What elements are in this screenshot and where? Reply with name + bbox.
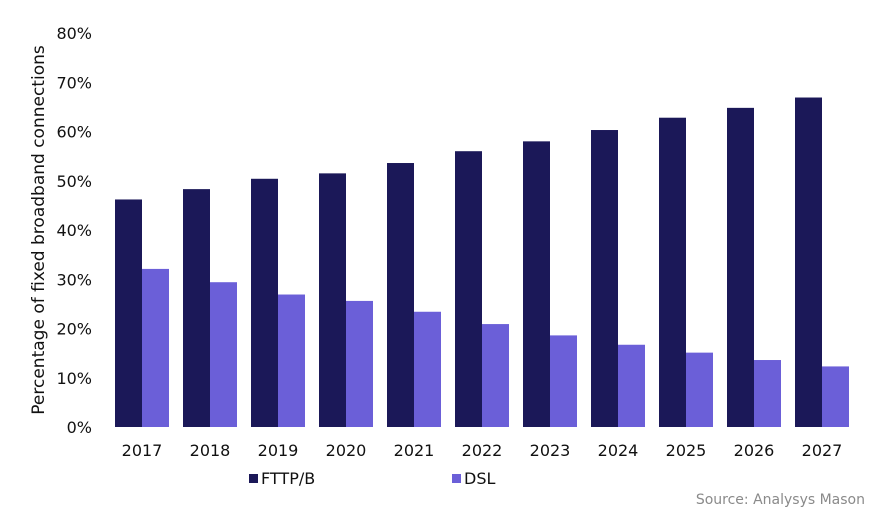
x-tick-label: 2017 bbox=[122, 441, 163, 460]
x-tick-label: 2021 bbox=[394, 441, 435, 460]
legend-label: DSL bbox=[464, 469, 495, 488]
y-axis-title: Percentage of fixed broadband connection… bbox=[29, 45, 49, 415]
bar-fttp-b-2023 bbox=[523, 141, 550, 427]
y-axis-ticks: 0% 10% 20% 30% 40% 50% 60% 70% 80% bbox=[56, 24, 92, 437]
y-tick-label: 70% bbox=[56, 73, 92, 92]
y-tick-label: 60% bbox=[56, 123, 92, 142]
bar-dsl-2023 bbox=[550, 335, 577, 427]
bar-dsl-2024 bbox=[618, 344, 645, 427]
bar-dsl-2021 bbox=[414, 311, 441, 427]
bar-dsl-2026 bbox=[754, 360, 781, 427]
bar-dsl-2018 bbox=[210, 282, 237, 427]
y-tick-label: 40% bbox=[56, 221, 92, 240]
bar-dsl-2022 bbox=[482, 324, 509, 427]
x-tick-label: 2019 bbox=[258, 441, 299, 460]
bar-fttp-b-2020 bbox=[319, 173, 346, 427]
x-axis-ticks: 2017 2018 2019 2020 2021 2022 2023 2024 2025 2026… bbox=[122, 441, 843, 460]
bar-dsl-2019 bbox=[278, 294, 305, 427]
y-tick-label: 20% bbox=[56, 320, 92, 339]
source-label: Source: Analysys Mason bbox=[696, 492, 865, 508]
y-tick-label: 10% bbox=[56, 369, 92, 388]
x-tick-label: 2022 bbox=[462, 441, 503, 460]
legend-item-dsl: DSL bbox=[452, 469, 495, 488]
bar-fttp-b-2022 bbox=[455, 151, 482, 427]
x-tick-label: 2024 bbox=[598, 441, 639, 460]
bar-fttp-b-2026 bbox=[727, 107, 754, 428]
legend-swatch bbox=[452, 474, 461, 483]
bar-dsl-2025 bbox=[686, 352, 713, 427]
x-tick-label: 2027 bbox=[802, 441, 843, 460]
y-tick-label: 0% bbox=[67, 418, 92, 437]
bar-dsl-2027 bbox=[822, 366, 849, 427]
bar-fttp-b-2018 bbox=[183, 189, 210, 427]
bar-fttp-b-2017 bbox=[115, 199, 142, 427]
bar-fttp-b-2024 bbox=[591, 130, 618, 427]
bar-dsl-2017 bbox=[142, 268, 169, 427]
y-tick-label: 50% bbox=[56, 172, 92, 191]
bar-fttp-b-2025 bbox=[659, 117, 686, 428]
x-tick-label: 2018 bbox=[190, 441, 231, 460]
bar-fttp-b-2027 bbox=[795, 97, 822, 427]
bar-fttp-b-2019 bbox=[251, 178, 278, 427]
x-tick-label: 2023 bbox=[530, 441, 571, 460]
x-tick-label: 2025 bbox=[666, 441, 707, 460]
y-tick-label: 80% bbox=[56, 24, 92, 43]
legend: FTTP/B DSL bbox=[249, 469, 495, 488]
legend-label: FTTP/B bbox=[261, 469, 315, 488]
bar-dsl-2020 bbox=[346, 300, 373, 427]
bar-fttp-b-2021 bbox=[387, 163, 414, 427]
x-tick-label: 2020 bbox=[326, 441, 367, 460]
bars-layer bbox=[115, 97, 849, 428]
legend-item-fttp-b: FTTP/B bbox=[249, 469, 315, 488]
x-tick-label: 2026 bbox=[734, 441, 775, 460]
y-tick-label: 30% bbox=[56, 270, 92, 289]
legend-swatch bbox=[249, 474, 258, 483]
